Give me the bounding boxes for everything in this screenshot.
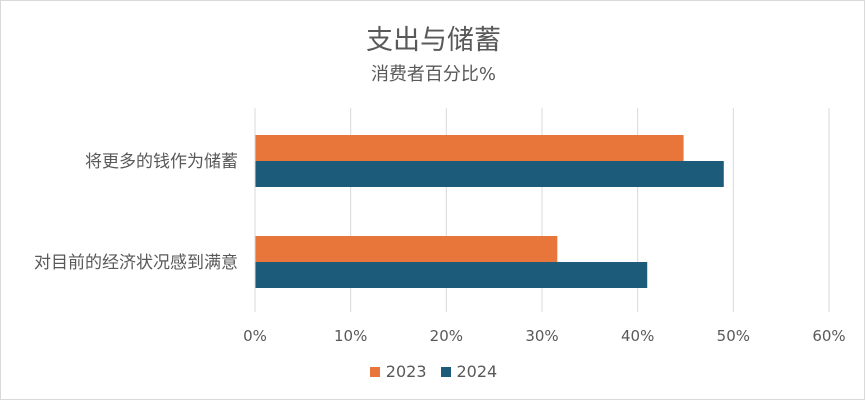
x-tick-label-1: 10% bbox=[334, 327, 367, 345]
x-tick-label-3: 30% bbox=[525, 327, 558, 345]
legend-item-2023: 2023 bbox=[369, 362, 427, 381]
x-tick-label-4: 40% bbox=[621, 327, 654, 345]
x-tick-label-0: 0% bbox=[243, 327, 267, 345]
chart-legend: 2023 2024 bbox=[0, 362, 867, 381]
x-tick-label-2: 20% bbox=[430, 327, 463, 345]
legend-label-2024: 2024 bbox=[456, 362, 498, 381]
chart-subtitle: 消费者百分比% bbox=[370, 64, 497, 85]
bar-2023-1 bbox=[255, 236, 558, 262]
legend-item-2024: 2024 bbox=[440, 362, 498, 381]
legend-label-2023: 2023 bbox=[385, 362, 427, 381]
category-label-0: 将更多的钱作为储蓄 bbox=[85, 152, 238, 172]
legend-swatch-2024 bbox=[440, 366, 451, 377]
legend-swatch-2023 bbox=[369, 366, 380, 377]
bar-2024-1 bbox=[255, 262, 648, 288]
chart-title: 支出与储蓄 bbox=[366, 25, 501, 56]
x-tick-label-5: 50% bbox=[717, 327, 750, 345]
x-tick-label-6: 60% bbox=[812, 327, 845, 345]
category-label-1: 对目前的经济状况感到满意 bbox=[34, 253, 238, 273]
bar-2023-0 bbox=[255, 135, 684, 161]
bar-2024-0 bbox=[255, 161, 724, 187]
